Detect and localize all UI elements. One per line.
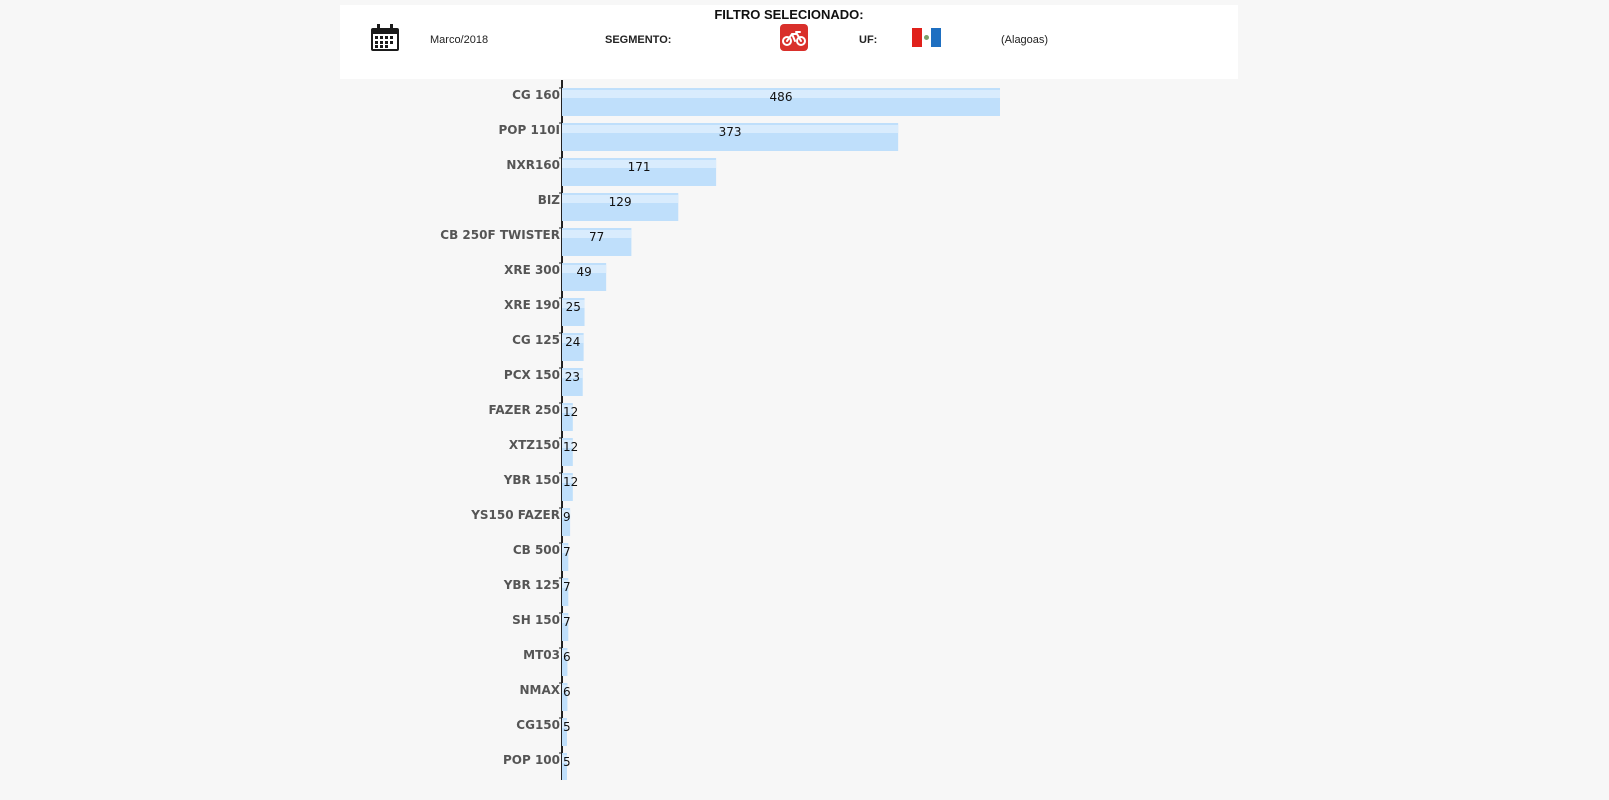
bar [562, 648, 568, 676]
value-label: 486 [770, 90, 793, 104]
bar-highlight [562, 405, 573, 413]
bar [562, 613, 569, 641]
bar [562, 508, 571, 536]
value-label: 5 [563, 720, 571, 734]
category-label: CG 160 [512, 88, 560, 102]
value-label: 129 [609, 195, 632, 209]
value-label: 6 [563, 685, 571, 699]
category-label: YBR 150 [503, 473, 560, 487]
filter-title: FILTRO SELECIONADO: [714, 7, 864, 22]
value-label: 171 [628, 160, 651, 174]
value-label: 6 [563, 650, 571, 664]
filter-panel: FILTRO SELECIONADO: Marco/2018 SEGMENTO:… [340, 5, 1238, 79]
category-label: CG150 [516, 718, 560, 732]
category-label: XRE 190 [504, 298, 560, 312]
value-label: 12 [563, 405, 578, 419]
category-label: NMAX [519, 683, 560, 697]
category-label: SH 150 [512, 613, 560, 627]
value-label: 23 [565, 370, 580, 384]
category-label: FAZER 250 [489, 403, 560, 417]
category-label: POP 100 [503, 753, 560, 767]
value-label: 25 [566, 300, 581, 314]
bar-highlight [562, 90, 1000, 98]
category-label: BIZ [538, 193, 561, 207]
bar-highlight [562, 230, 632, 238]
bar-highlight [562, 650, 568, 658]
category-label: PCX 150 [504, 368, 560, 382]
bar-highlight [562, 335, 584, 343]
value-label: 5 [563, 755, 571, 769]
value-label: 7 [563, 615, 571, 629]
bar-highlight [562, 125, 899, 133]
value-label: 9 [563, 510, 571, 524]
bar-highlight [562, 160, 717, 168]
category-label: CG 125 [512, 333, 560, 347]
category-label: YBR 125 [503, 578, 560, 592]
bar [562, 718, 567, 746]
category-label: YS150 FAZER [470, 508, 560, 522]
category-label: XTZ150 [509, 438, 560, 452]
bar-highlight [562, 685, 568, 693]
category-label: XRE 300 [504, 263, 560, 277]
value-label: 77 [589, 230, 604, 244]
bar [562, 543, 569, 571]
bar [562, 473, 573, 501]
segment-label: SEGMENTO: [605, 34, 672, 46]
value-label: 12 [563, 475, 578, 489]
bar [562, 753, 567, 780]
category-label: CB 250F TWISTER [440, 228, 560, 242]
value-label: 49 [576, 265, 591, 279]
bar-chart: CG 160 486 POP 110I 373 NXR160 171 BIZ 129 CB 25… [0, 80, 1568, 780]
value-label: 12 [563, 440, 578, 454]
value-label: 24 [565, 335, 580, 349]
bar-highlight [562, 300, 585, 308]
bar [562, 683, 568, 711]
bar-highlight [562, 720, 567, 728]
bar-highlight [562, 440, 573, 448]
motorcycle-icon [780, 24, 808, 51]
bar-highlight [562, 510, 571, 518]
alagoas-flag-icon [912, 28, 941, 47]
value-label: 7 [563, 545, 571, 559]
uf-label: UF: [859, 34, 878, 46]
category-label: MT03 [523, 648, 560, 662]
value-label: 373 [719, 125, 742, 139]
bar-highlight [562, 370, 583, 378]
category-label: CB 500 [513, 543, 560, 557]
bar-highlight [562, 580, 569, 588]
category-label: NXR160 [506, 158, 560, 172]
period-value: Marco/2018 [430, 34, 489, 46]
bar-highlight [562, 265, 607, 273]
bar [562, 438, 573, 466]
bar-highlight [562, 475, 573, 483]
value-label: 7 [563, 580, 571, 594]
category-label: POP 110I [499, 123, 560, 137]
state-name: (Alagoas) [1001, 34, 1049, 46]
bar [562, 578, 569, 606]
bar-highlight [562, 615, 569, 623]
calendar-icon [371, 24, 399, 51]
bar [562, 403, 573, 431]
bar-highlight [562, 755, 567, 763]
bar-highlight [562, 195, 679, 203]
bar-highlight [562, 545, 569, 553]
